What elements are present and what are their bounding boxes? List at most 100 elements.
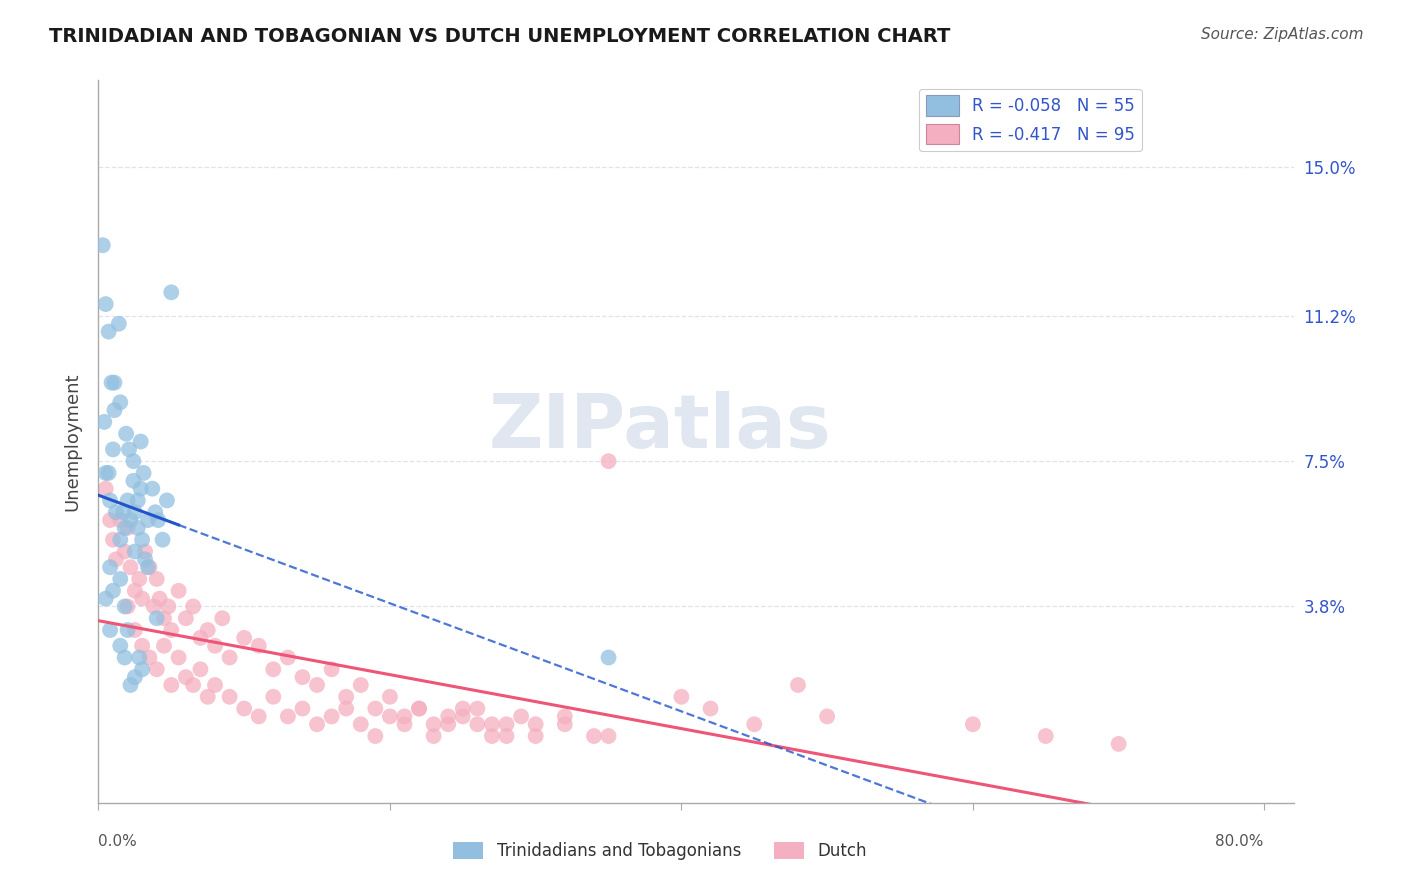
Point — [218, 650, 240, 665]
Text: ZIPatlas: ZIPatlas — [489, 391, 831, 464]
Point — [103, 403, 125, 417]
Point — [218, 690, 240, 704]
Point — [143, 505, 166, 519]
Point — [120, 678, 142, 692]
Point — [598, 650, 620, 665]
Point — [112, 505, 135, 519]
Point — [122, 454, 145, 468]
Point — [247, 639, 270, 653]
Point — [815, 709, 838, 723]
Point — [524, 717, 547, 731]
Point — [262, 690, 284, 704]
Point — [495, 729, 517, 743]
Point — [181, 599, 204, 614]
Point — [152, 533, 174, 547]
Point — [335, 701, 357, 715]
Point — [94, 482, 117, 496]
Point — [117, 521, 139, 535]
Point — [742, 717, 765, 731]
Point — [98, 623, 121, 637]
Point — [364, 701, 387, 715]
Point — [554, 709, 576, 723]
Point — [131, 591, 153, 606]
Point — [136, 513, 159, 527]
Point — [350, 678, 373, 692]
Point — [305, 678, 328, 692]
Point — [321, 662, 343, 676]
Point — [145, 572, 167, 586]
Point — [408, 701, 430, 715]
Point — [97, 325, 120, 339]
Point — [110, 639, 132, 653]
Point — [136, 560, 159, 574]
Point — [156, 493, 179, 508]
Point — [114, 650, 136, 665]
Point — [962, 717, 984, 731]
Point — [91, 238, 114, 252]
Point — [153, 611, 176, 625]
Point — [114, 544, 136, 558]
Point — [160, 285, 183, 300]
Point — [277, 650, 299, 665]
Point — [120, 560, 142, 574]
Point — [122, 474, 145, 488]
Point — [110, 395, 132, 409]
Point — [181, 678, 204, 692]
Point — [153, 639, 176, 653]
Point — [114, 599, 136, 614]
Point — [148, 513, 170, 527]
Point — [204, 678, 226, 692]
Point — [422, 717, 444, 731]
Point — [598, 454, 620, 468]
Point — [350, 717, 373, 731]
Point — [598, 729, 620, 743]
Point — [291, 670, 314, 684]
Point — [321, 709, 343, 723]
Point — [127, 493, 149, 508]
Point — [100, 376, 122, 390]
Point — [110, 533, 132, 547]
Point — [149, 591, 172, 606]
Point — [481, 729, 503, 743]
Point — [157, 599, 180, 614]
Point — [160, 678, 183, 692]
Point — [467, 701, 489, 715]
Point — [129, 434, 152, 449]
Point — [1108, 737, 1130, 751]
Point — [138, 560, 160, 574]
Point — [128, 572, 150, 586]
Text: 0.0%: 0.0% — [98, 834, 138, 849]
Point — [117, 599, 139, 614]
Point — [118, 442, 141, 457]
Legend: Trinidadians and Tobagonians, Dutch: Trinidadians and Tobagonians, Dutch — [447, 835, 873, 867]
Point — [394, 709, 416, 723]
Point — [305, 717, 328, 731]
Point — [204, 639, 226, 653]
Point — [97, 466, 120, 480]
Point — [451, 701, 474, 715]
Point — [174, 611, 197, 625]
Point — [197, 623, 219, 637]
Point — [101, 442, 124, 457]
Point — [394, 717, 416, 731]
Point — [437, 717, 460, 731]
Point — [554, 717, 576, 731]
Point — [167, 650, 190, 665]
Point — [117, 493, 139, 508]
Point — [94, 466, 117, 480]
Point — [167, 583, 190, 598]
Point — [233, 631, 256, 645]
Point — [98, 560, 121, 574]
Point — [117, 623, 139, 637]
Point — [104, 552, 127, 566]
Point — [495, 717, 517, 731]
Y-axis label: Unemployment: Unemployment — [63, 372, 82, 511]
Point — [93, 415, 115, 429]
Point — [104, 505, 127, 519]
Point — [699, 701, 721, 715]
Point — [451, 709, 474, 723]
Point — [190, 631, 212, 645]
Point — [101, 583, 124, 598]
Text: 80.0%: 80.0% — [1215, 834, 1264, 849]
Point — [197, 690, 219, 704]
